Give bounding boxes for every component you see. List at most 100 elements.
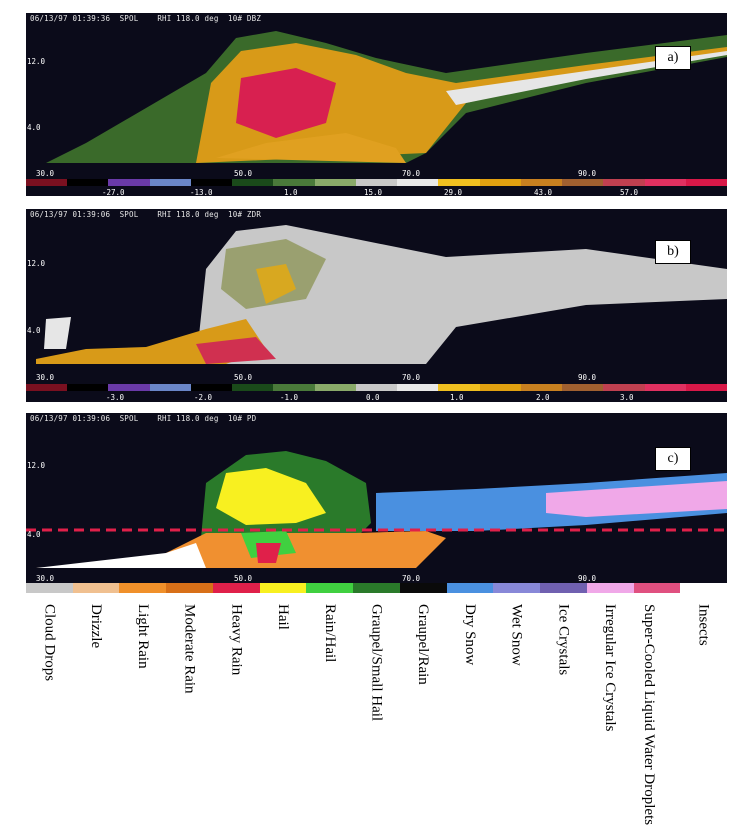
panel-c-label: c) [655, 447, 691, 471]
class-swatch [72, 583, 120, 593]
colorbar-swatch [479, 384, 521, 391]
colorbar-swatch [355, 384, 398, 391]
panel-b-ytick-12: 12.0 [27, 259, 46, 268]
class-swatch [446, 583, 494, 593]
class-legend-bar [26, 583, 728, 593]
colorbar-swatch [232, 179, 274, 186]
class-swatch [540, 583, 587, 593]
colorbar-swatch [190, 384, 233, 391]
panel-c-xtick-30: 30.0 [36, 574, 55, 583]
panel-b-cval-4: 1.0 [450, 393, 464, 402]
panel-b-xtick-50: 50.0 [234, 373, 253, 382]
panel-a-header: 06/13/97 01:39:36 SPOL RHI 118.0 deg 10#… [30, 14, 262, 23]
colorbar-swatch [685, 384, 727, 391]
class-label: Graupel/Rain [415, 604, 432, 685]
class-label: Super-Cooled Liquid Water Droplets [640, 604, 657, 826]
panel-b-cval-6: 3.0 [620, 393, 634, 402]
colorbar-swatch [273, 179, 315, 186]
class-label: Drizzle [88, 604, 105, 649]
panel-c-xtick-50: 50.0 [234, 574, 253, 583]
panel-b-zdr: 06/13/97 01:39:06 SPOL RHI 118.0 deg 10#… [26, 209, 727, 402]
class-swatch [259, 583, 307, 593]
colorbar-swatch [520, 384, 563, 391]
panel-a-cval-5: 43.0 [534, 188, 553, 196]
colorbar-swatch [397, 179, 439, 186]
class-label: Graupel/Small Hail [368, 604, 385, 722]
colorbar-swatch [644, 179, 686, 186]
panel-a-cval-0: -27.0 [102, 188, 125, 196]
colorbar-swatch [355, 179, 398, 186]
class-label: Dry Snow [461, 604, 478, 666]
panel-a-cval-6: 57.0 [620, 188, 639, 196]
panel-a-xtick-50: 50.0 [234, 169, 253, 178]
colorbar-swatch [314, 179, 356, 186]
colorbar-swatch [438, 384, 480, 391]
class-label: Wet Snow [508, 604, 525, 666]
panel-b-xtick-70: 70.0 [402, 373, 421, 382]
class-swatch [399, 583, 447, 593]
colorbar-swatch [232, 384, 274, 391]
panel-c-ytick-12: 12.0 [27, 461, 46, 470]
class-swatch [586, 583, 634, 593]
class-swatch [493, 583, 541, 593]
panel-c-field [26, 451, 727, 568]
class-label: Hail [275, 604, 292, 630]
panel-a-label: a) [655, 46, 691, 70]
panel-b-field [36, 225, 727, 364]
class-label: Irregular Ice Crystals [602, 604, 619, 732]
panel-a-ytick-12: 12.0 [27, 57, 46, 66]
colorbar-swatch [438, 179, 480, 186]
colorbar-swatch [273, 384, 315, 391]
panel-a-cval-2: 1.0 [284, 188, 298, 196]
panel-a-xtick-70: 70.0 [402, 169, 421, 178]
panel-a-cval-3: 15.0 [364, 188, 383, 196]
class-label: Moderate Rain [181, 604, 198, 694]
panel-c-ytick-4: 4.0 [27, 530, 41, 539]
panel-c-xtick-90: 90.0 [578, 574, 597, 583]
class-label: Light Rain [134, 604, 151, 669]
panel-b-cval-5: 2.0 [536, 393, 550, 402]
panel-a-reflectivity: 06/13/97 01:39:36 SPOL RHI 118.0 deg 10#… [26, 13, 727, 196]
colorbar-swatch [562, 384, 604, 391]
panel-b-cval-2: -1.0 [280, 393, 299, 402]
colorbar-swatch [603, 179, 645, 186]
colorbar-swatch [397, 384, 439, 391]
class-label: Insects [695, 604, 712, 646]
colorbar-swatch [190, 179, 233, 186]
colorbar-swatch [67, 179, 109, 186]
panel-a-ytick-4: 4.0 [27, 123, 41, 132]
colorbar-swatch [67, 384, 109, 391]
colorbar-swatch [108, 384, 150, 391]
panel-b-ytick-4: 4.0 [27, 326, 41, 335]
colorbar-swatch [685, 179, 727, 186]
panel-c-classification: 06/13/97 01:39:06 SPOL RHI 118.0 deg 10#… [26, 413, 727, 583]
class-label: Rain/Hail [321, 604, 338, 663]
class-swatch [26, 583, 73, 593]
colorbar-swatch [479, 179, 521, 186]
panel-c-header: 06/13/97 01:39:06 SPOL RHI 118.0 deg 10#… [30, 414, 257, 423]
class-swatch [306, 583, 354, 593]
colorbar-swatch [314, 384, 356, 391]
panel-a-cval-1: -13.0 [190, 188, 213, 196]
panel-b-cval-0: -3.0 [106, 393, 125, 402]
colorbar-swatch [149, 384, 191, 391]
colorbar-swatch [644, 384, 686, 391]
class-label: Cloud Drops [41, 604, 58, 682]
class-swatch [119, 583, 167, 593]
colorbar-swatch [26, 384, 68, 391]
panel-b-xtick-90: 90.0 [578, 373, 597, 382]
colorbar-swatch [26, 179, 68, 186]
class-swatch [353, 583, 400, 593]
panel-b-xtick-30: 30.0 [36, 373, 55, 382]
class-swatch [166, 583, 213, 593]
colorbar-swatch [149, 179, 191, 186]
panel-b-cval-1: -2.0 [194, 393, 213, 402]
panel-b-colorbar [26, 384, 727, 391]
panel-a-field [46, 31, 727, 163]
panel-a-xtick-30: 30.0 [36, 169, 55, 178]
class-label: Heavy Rain [228, 604, 245, 676]
colorbar-swatch [108, 179, 150, 186]
class-swatch [680, 583, 728, 593]
colorbar-swatch [520, 179, 563, 186]
class-swatch [633, 583, 681, 593]
